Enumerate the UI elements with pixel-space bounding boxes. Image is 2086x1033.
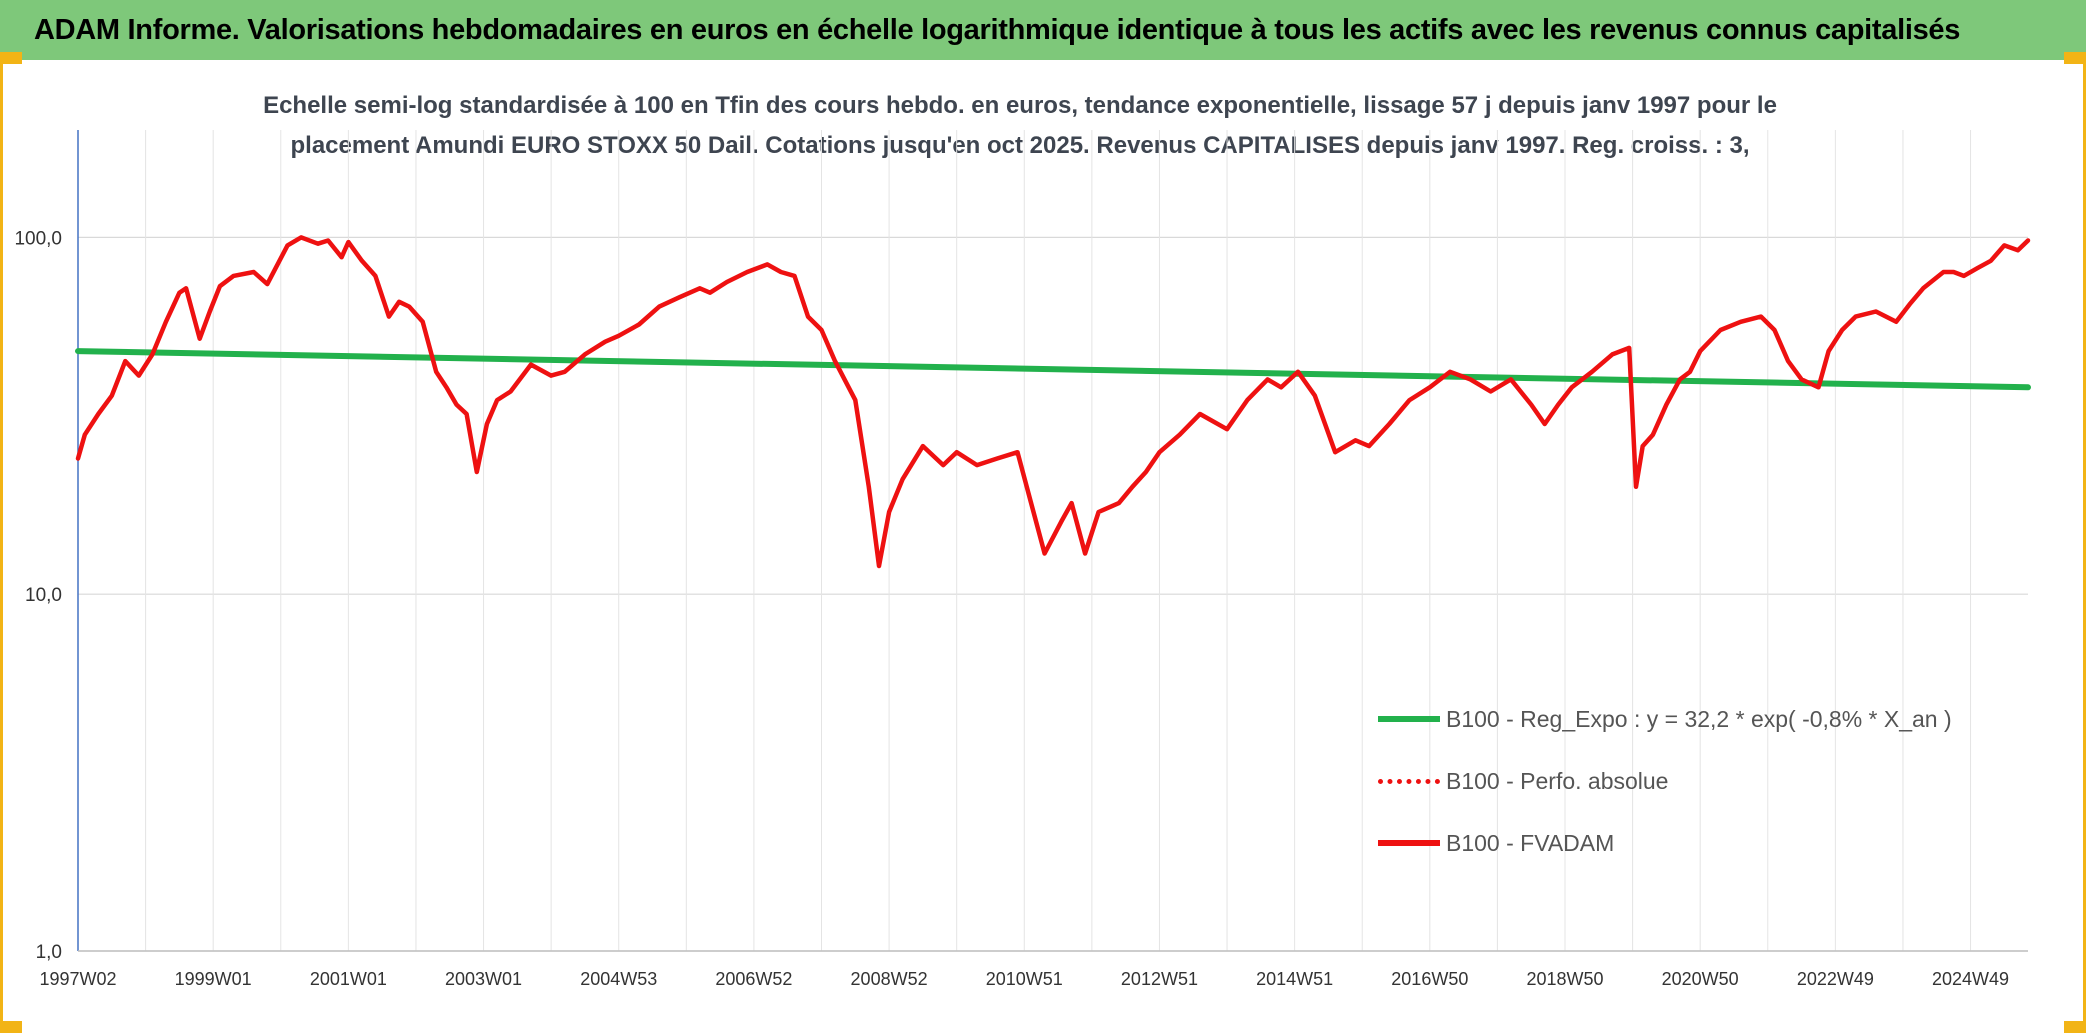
x-tick-label: 2022W49	[1797, 969, 1874, 989]
x-tick-label: 2020W50	[1662, 969, 1739, 989]
x-tick-label: 2024W49	[1932, 969, 2009, 989]
corner-accent-top-right	[2064, 52, 2086, 64]
legend-item-reg-expo: B100 - Reg_Expo : y = 32,2 * exp( -0,8% …	[1378, 688, 2018, 750]
x-tick-label: 2014W51	[1256, 969, 1333, 989]
x-tick-label: 1997W02	[39, 969, 116, 989]
corner-accent-bottom-left	[0, 1021, 22, 1033]
corner-accent-bottom-right	[2064, 1021, 2086, 1033]
y-tick-label: 10,0	[25, 585, 62, 606]
legend-swatch-reg-expo	[1378, 716, 1440, 722]
y-tick-label: 1,0	[36, 942, 62, 963]
grid-layer	[78, 130, 2028, 952]
chart-subtitle-line-1: Echelle semi-log standardisée à 100 en T…	[263, 92, 1777, 119]
x-tick-label: 2012W51	[1121, 969, 1198, 989]
x-tick-label: 2008W52	[851, 969, 928, 989]
chart-subtitle: Echelle semi-log standardisée à 100 en T…	[230, 86, 1810, 166]
y-tick-label: 100,0	[14, 228, 62, 249]
series-line-fvadam	[75, 235, 2031, 569]
x-tick-label: 2016W50	[1391, 969, 1468, 989]
axis-layer	[77, 130, 2028, 952]
x-tick-label: 2004W53	[580, 969, 657, 989]
legend-item-perfo-absolue: B100 - Perfo. absolue	[1378, 750, 2018, 812]
corner-accent-top-left	[0, 52, 22, 64]
series-layer	[75, 235, 2031, 569]
chart-legend: B100 - Reg_Expo : y = 32,2 * exp( -0,8% …	[1378, 688, 2018, 874]
legend-label-perfo-absolue: B100 - Perfo. absolue	[1446, 767, 1669, 794]
legend-label-reg-expo: B100 - Reg_Expo : y = 32,2 * exp( -0,8% …	[1446, 705, 1952, 732]
x-tick-label: 2006W52	[715, 969, 792, 989]
series-line-reg-expo	[75, 348, 2031, 391]
legend-label-fvadam: B100 - FVADAM	[1446, 829, 1615, 856]
x-tick-label: 2003W01	[445, 969, 522, 989]
x-tick-label: 2001W01	[310, 969, 387, 989]
legend-swatch-perfo-absolue	[1378, 778, 1440, 784]
page-title: ADAM Informe. Valorisations hebdomadaire…	[34, 13, 1961, 46]
x-tick-label: 2010W51	[986, 969, 1063, 989]
legend-swatch-fvadam	[1378, 840, 1440, 846]
x-tick-label: 1999W01	[175, 969, 252, 989]
chart-frame	[0, 60, 2086, 1033]
header-banner: ADAM Informe. Valorisations hebdomadaire…	[0, 0, 2086, 60]
chart-subtitle-line-2: placement Amundi EURO STOXX 50 Dail. Cot…	[290, 132, 1750, 159]
legend-item-fvadam: B100 - FVADAM	[1378, 812, 2018, 874]
tick-label-layer: 1,0 10,0 100,0 1997W02 1999W01 2001W01 2003W01…	[14, 228, 2009, 989]
x-tick-label: 2018W50	[1526, 969, 1603, 989]
